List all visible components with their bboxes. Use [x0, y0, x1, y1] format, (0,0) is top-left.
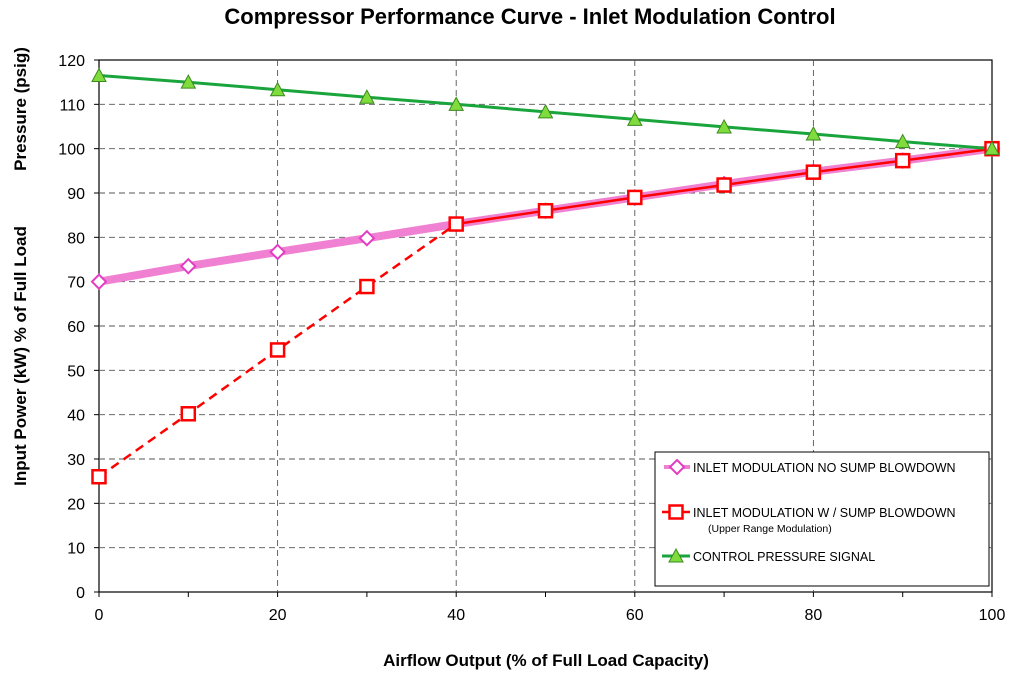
y-tick-label: 60: [67, 319, 85, 336]
series-point-square: [537, 202, 554, 219]
y-tick-label: 10: [67, 541, 85, 558]
y-tick-label: 100: [58, 142, 85, 159]
series-point-square: [805, 164, 822, 180]
y-tick-label: 30: [67, 452, 85, 469]
x-axis-label: Airflow Output (% of Full Load Capacity): [383, 651, 709, 670]
legend-box: [654, 451, 990, 587]
series-point-triangle: [716, 118, 732, 134]
series-point-square: [269, 342, 286, 358]
legend-label: INLET MODULATION NO SUMP BLOWDOWN: [693, 461, 956, 475]
series-point-diamond: [668, 458, 686, 476]
legend-sublabel: (Upper Range Modulation): [708, 523, 832, 535]
series-point-triangle: [894, 133, 911, 149]
series-layer: [90, 67, 1001, 485]
y-axis-ticks: 0 10 20 30 40 50 60 70 80 90 100 110 120: [58, 53, 99, 602]
series-point-square: [448, 216, 464, 232]
series-point-diamond: [269, 243, 287, 261]
series-line-sump-blowdown-dashed: [98, 222, 457, 478]
series-point-triangle: [359, 89, 375, 104]
x-tick-label: 40: [447, 607, 465, 624]
series-point-triangle: [91, 67, 107, 83]
y-tick-label: 40: [67, 408, 85, 425]
series-point-triangle: [448, 96, 465, 111]
chart-title: Compressor Performance Curve - Inlet Mod…: [224, 4, 835, 29]
y-tick-label: 90: [67, 186, 85, 203]
series-point-diamond: [90, 273, 108, 291]
x-tick-label: 20: [269, 607, 287, 624]
series-point-diamond: [179, 257, 197, 275]
y-axis-label-power: Input Power (kW) % of Full Load: [11, 226, 30, 486]
x-tick-label: 80: [805, 607, 823, 624]
y-tick-label: 110: [59, 97, 85, 114]
series-point-triangle: [537, 103, 554, 119]
series-point-square: [668, 504, 684, 520]
x-tick-label: 60: [626, 607, 644, 624]
series-point-square: [894, 152, 911, 169]
series-point-square: [627, 189, 643, 206]
series-point-diamond: [358, 229, 376, 247]
legend-label: CONTROL PRESSURE SIGNAL: [693, 550, 875, 564]
series-point-square: [91, 468, 107, 485]
x-tick-label: 0: [95, 607, 104, 624]
series-point-square: [716, 177, 732, 193]
legend-label: INLET MODULATION W / SUMP BLOWDOWN: [693, 506, 956, 520]
series-point-square: [180, 406, 197, 422]
series-point-triangle: [984, 140, 1000, 156]
series-point-triangle: [269, 81, 286, 97]
legend: INLET MODULATION NO SUMP BLOWDOWN INLET M…: [654, 451, 990, 587]
y-tick-label: 80: [67, 230, 85, 247]
y-tick-label: 0: [76, 585, 85, 602]
y-tick-label: 50: [67, 363, 85, 380]
series-point-triangle: [626, 111, 643, 126]
series-point-triangle: [805, 125, 822, 141]
x-tick-label: 100: [979, 607, 1006, 624]
y-tick-label: 120: [58, 53, 85, 70]
series-point-triangle: [180, 74, 197, 89]
y-tick-label: 70: [67, 275, 85, 292]
x-axis-ticks: 0 20 40 60 80 100: [95, 592, 1006, 624]
y-tick-label: 20: [67, 496, 85, 513]
y-axis-label-pressure: Pressure (psig): [11, 47, 30, 171]
series-point-triangle: [668, 547, 684, 563]
series-point-square: [359, 278, 375, 295]
